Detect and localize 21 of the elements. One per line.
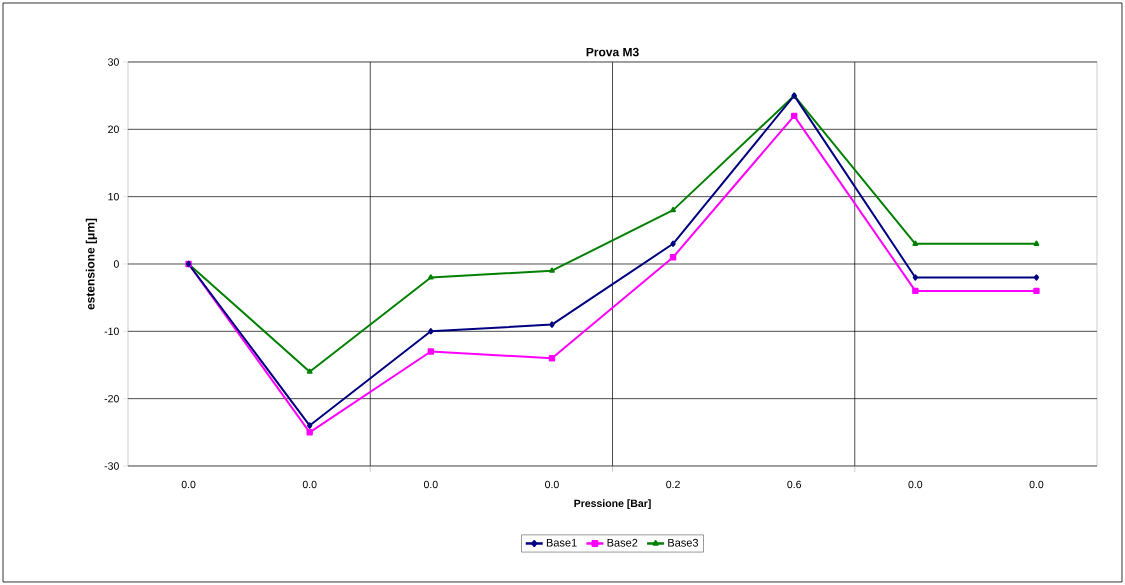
y-tick-label: -30 xyxy=(104,462,119,470)
x-tick-label: 0.6 xyxy=(787,480,802,489)
x-tick-label: 0.0 xyxy=(1029,480,1044,489)
y-tick-label: 20 xyxy=(108,125,119,134)
legend-label: Base3 xyxy=(668,538,699,547)
x-tick-label: 0.0 xyxy=(423,480,438,489)
y-tick-label: 30 xyxy=(108,58,119,66)
y-tick-label: 0 xyxy=(113,260,119,268)
x-axis-title: Pressione [Bar] xyxy=(574,499,651,510)
x-tick-label: 0.0 xyxy=(908,480,923,489)
y-axis-title: estensione [μm] xyxy=(85,218,97,310)
x-tick-label: 0.0 xyxy=(181,480,196,489)
x-tick-label: 0.0 xyxy=(545,480,559,489)
legend-label: Base2 xyxy=(607,538,638,547)
chart-title: Prova M3 xyxy=(586,47,639,57)
x-tick-label: 0.2 xyxy=(666,480,680,489)
legend-label: Base1 xyxy=(546,538,577,547)
x-tick-label: 0.0 xyxy=(302,480,317,489)
y-tick-label: -10 xyxy=(104,327,119,336)
y-tick-label: 10 xyxy=(108,192,119,201)
y-tick-label: -20 xyxy=(104,394,119,403)
